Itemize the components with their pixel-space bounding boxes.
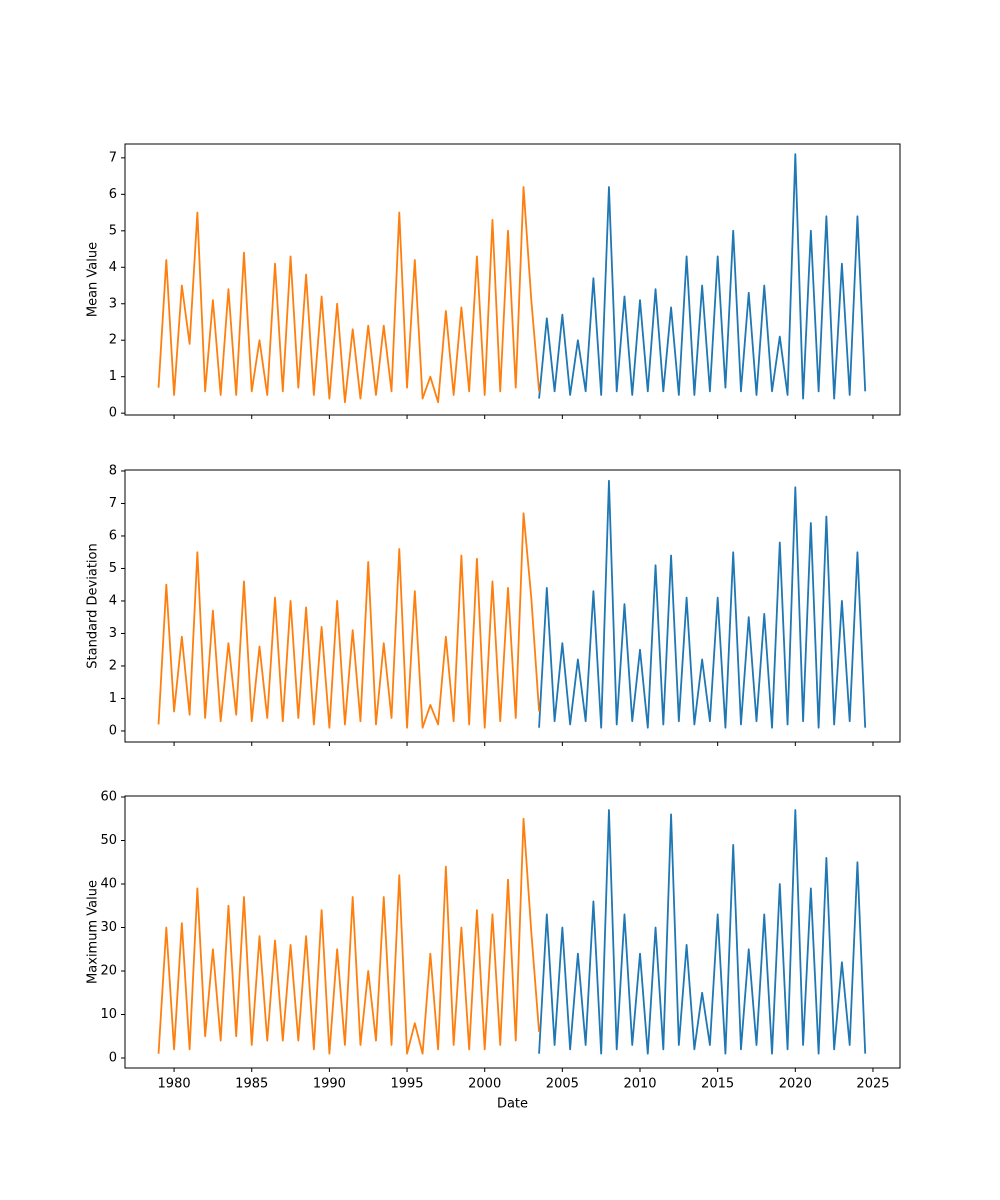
data-line xyxy=(157,186,540,404)
x-tick-label: 2005 xyxy=(546,1077,579,1092)
y-tick-label: 4 xyxy=(109,260,117,275)
data-line xyxy=(538,153,867,400)
y-axis-label: Standard Deviation xyxy=(86,543,101,668)
x-tick-label: 1980 xyxy=(158,1077,191,1092)
x-tick-label: 2025 xyxy=(856,1077,889,1092)
y-tick-label: 0 xyxy=(109,723,117,738)
y-tick-label: 0 xyxy=(109,406,117,421)
y-tick-label: 1 xyxy=(109,369,117,384)
x-tick-label: 2010 xyxy=(623,1077,656,1092)
y-axis-label: Mean Value xyxy=(86,242,101,317)
data-line xyxy=(538,479,867,729)
axes-frame xyxy=(124,795,901,1069)
y-tick-label: 5 xyxy=(109,223,117,238)
y-tick-label: 6 xyxy=(109,187,117,202)
y-tick-label: 7 xyxy=(109,496,117,511)
y-tick-label: 8 xyxy=(109,463,117,478)
y-tick-label: 20 xyxy=(100,963,117,978)
y-tick-label: 5 xyxy=(109,561,117,576)
y-tick-label: 10 xyxy=(100,1007,117,1022)
axes-frame xyxy=(124,469,901,743)
x-tick-label: 2015 xyxy=(701,1077,734,1092)
data-line xyxy=(157,817,540,1055)
axes-frame xyxy=(124,143,901,416)
x-tick-label: 1990 xyxy=(313,1077,346,1092)
y-tick-label: 30 xyxy=(100,920,117,935)
y-tick-label: 3 xyxy=(109,296,117,311)
data-line xyxy=(538,809,867,1055)
x-tick-label: 1995 xyxy=(390,1077,423,1092)
y-tick-label: 7 xyxy=(109,150,117,165)
y-tick-label: 2 xyxy=(109,333,117,348)
y-tick-label: 1 xyxy=(109,691,117,706)
y-tick-label: 0 xyxy=(109,1050,117,1065)
y-tick-label: 2 xyxy=(109,658,117,673)
y-tick-label: 3 xyxy=(109,626,117,641)
y-tick-label: 40 xyxy=(100,876,117,891)
x-tick-label: 2000 xyxy=(468,1077,501,1092)
x-tick-label: 1985 xyxy=(235,1077,268,1092)
y-tick-label: 6 xyxy=(109,528,117,543)
y-tick-label: 60 xyxy=(100,790,117,805)
data-line xyxy=(157,512,540,729)
y-tick-label: 4 xyxy=(109,593,117,608)
y-axis-label: Maximum Value xyxy=(86,880,101,984)
x-axis-label: Date xyxy=(497,1097,528,1112)
y-tick-label: 50 xyxy=(100,833,117,848)
x-tick-label: 2020 xyxy=(779,1077,812,1092)
